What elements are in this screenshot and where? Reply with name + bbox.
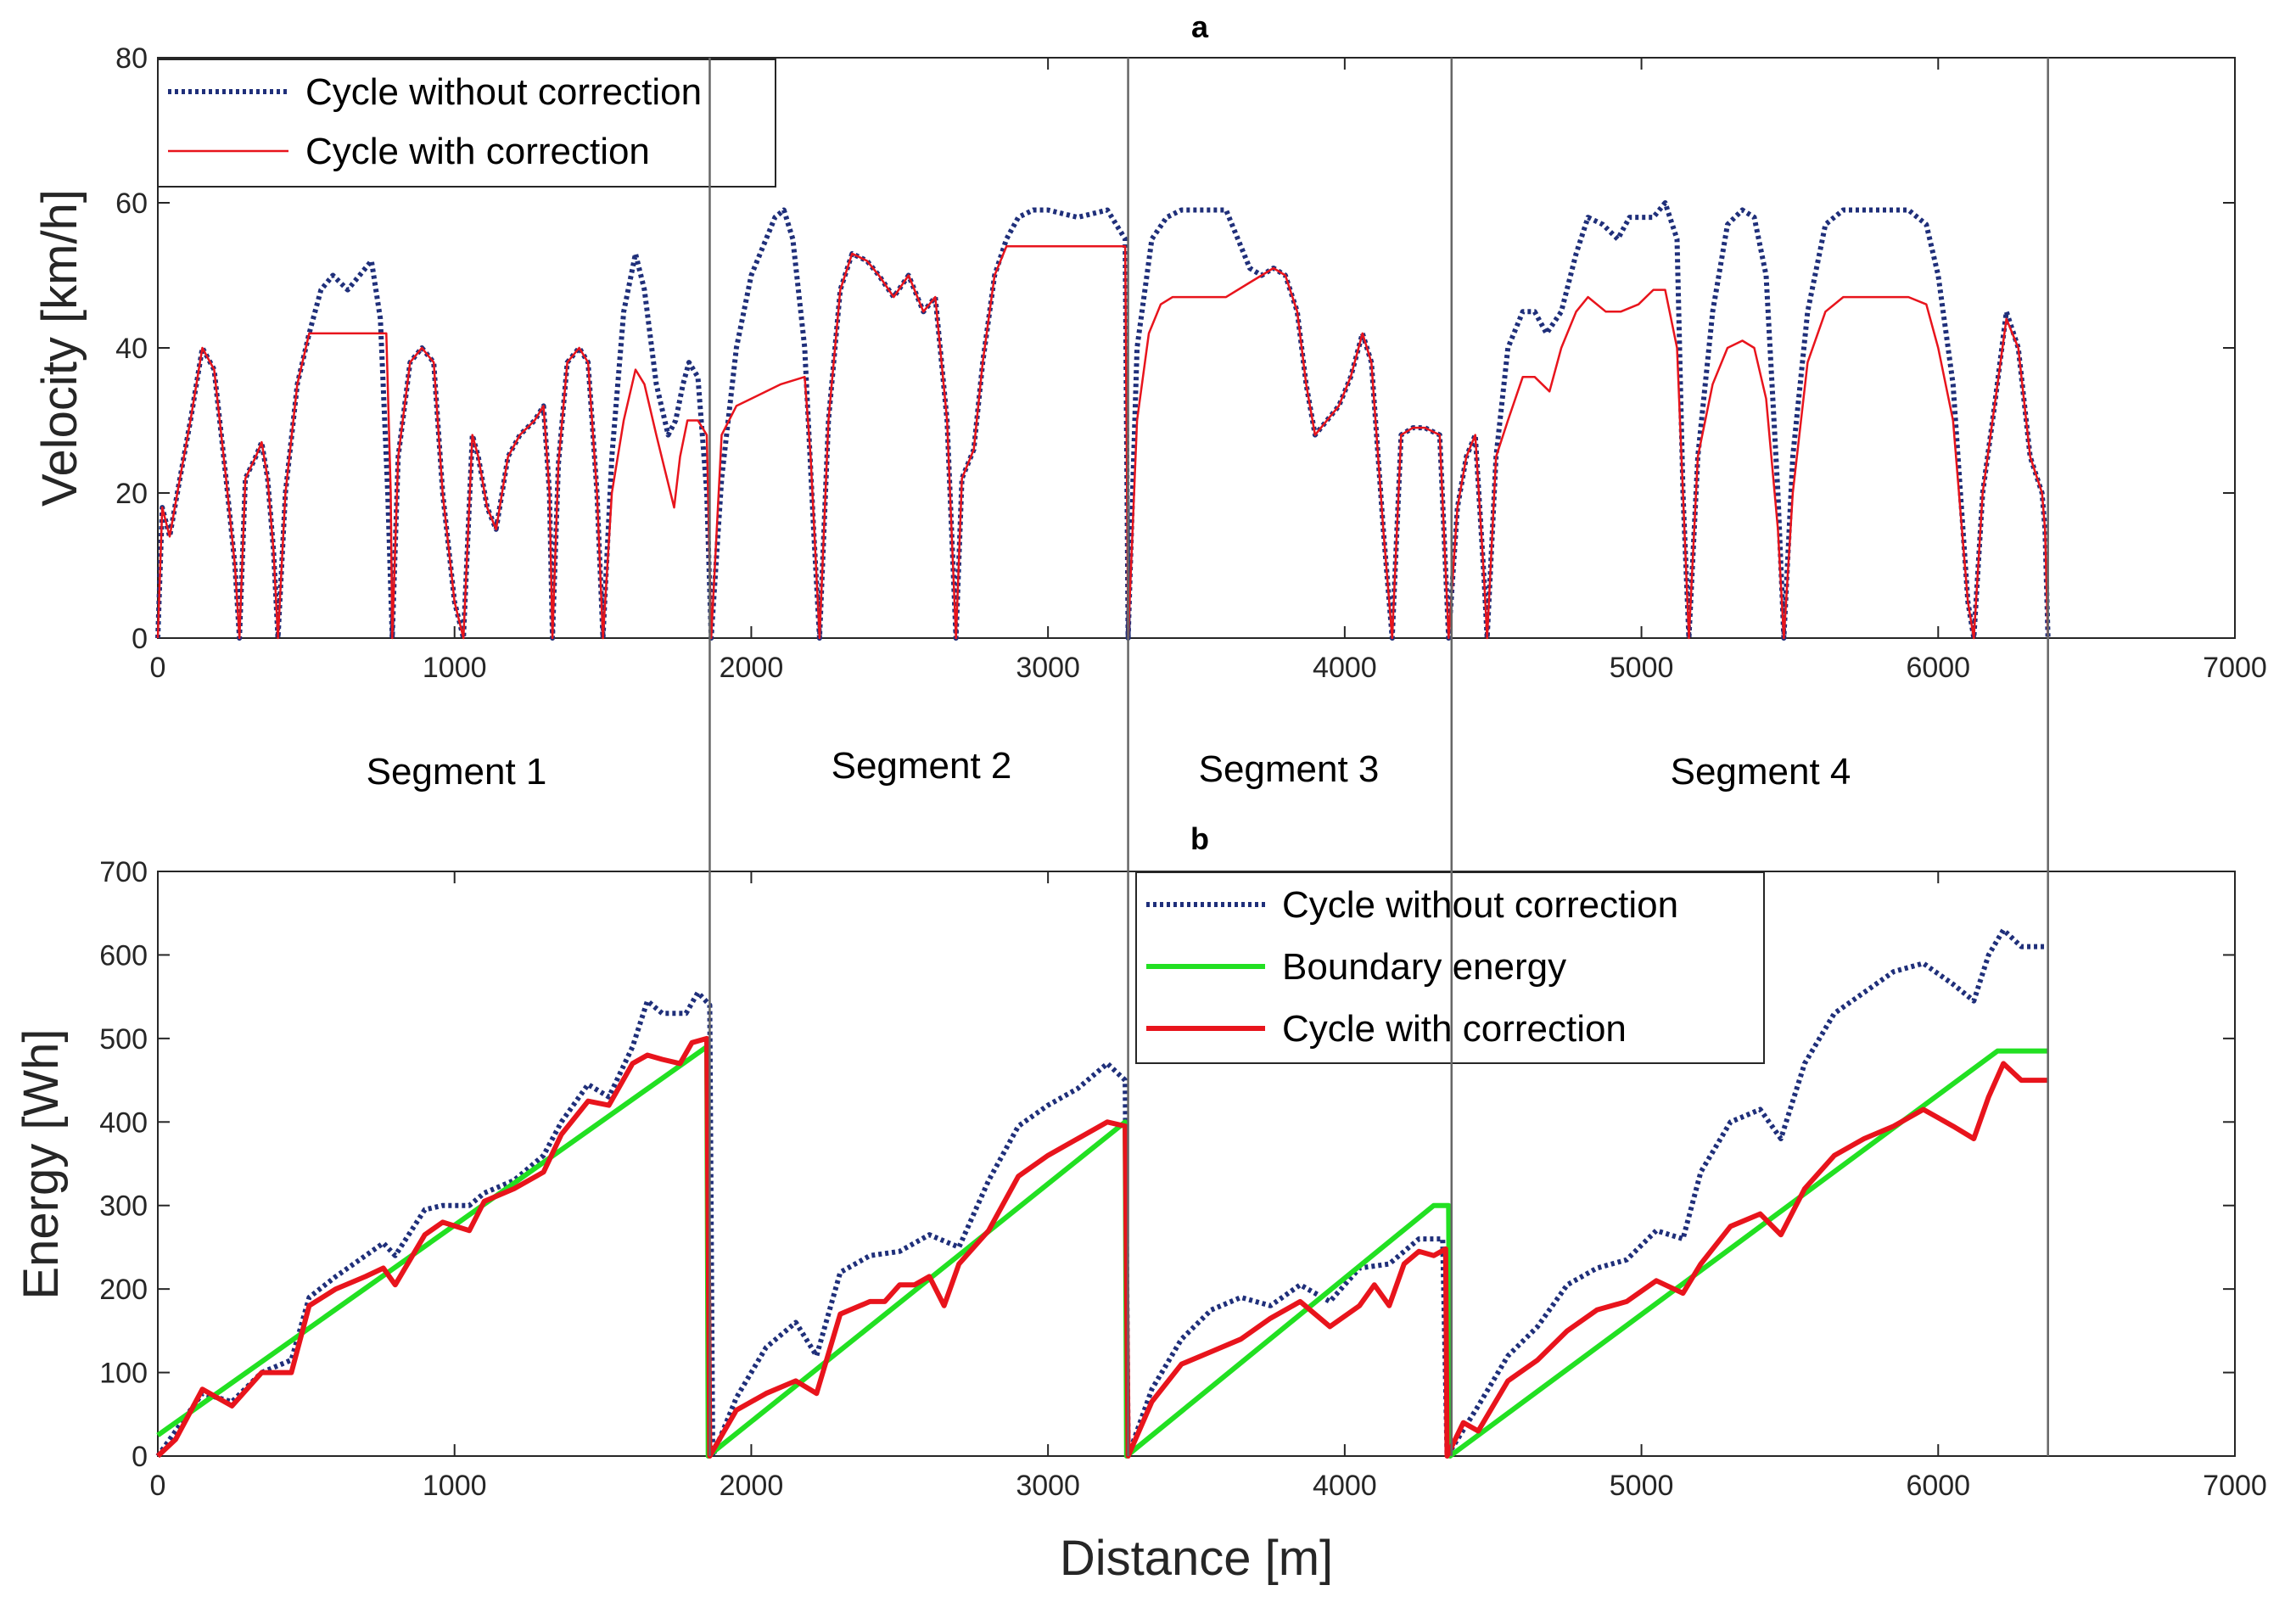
legend-entry-label: Cycle with correction (1282, 1008, 1627, 1050)
y-tick-label: 200 (99, 1274, 148, 1306)
segment-4-label: Segment 4 (1671, 751, 1851, 793)
y-tick-label: 700 (99, 856, 148, 888)
y-tick-label: 60 (115, 188, 148, 220)
y-tick-label: 0 (132, 1441, 148, 1473)
x-tick-label: 3000 (1016, 652, 1080, 684)
x-tick-label: 1000 (423, 652, 487, 684)
y-tick-label: 500 (99, 1023, 148, 1056)
velocity-panel: a Velocity [km/h] 0 1000 2000 3000 4000 5000 6… (32, 9, 2267, 684)
y-tick-label: 600 (99, 939, 148, 972)
distance-x-axis-label: Distance [m] (1060, 1531, 1333, 1586)
y-tick-label: 0 (132, 623, 148, 655)
y-tick-label: 300 (99, 1190, 148, 1223)
x-tick-label: 4000 (1313, 652, 1377, 684)
legend-entry-label: Cycle without correction (305, 71, 702, 113)
y-tick-label: 100 (99, 1358, 148, 1390)
legend-entry-label: Cycle with correction (305, 131, 650, 172)
segment-labels: Segment 1 Segment 2 Segment 3 Segment 4 (367, 745, 1851, 793)
x-tick-label: 6000 (1906, 1470, 1970, 1502)
legend-entry-label: Boundary energy (1282, 946, 1566, 988)
x-tick-label: 2000 (720, 652, 784, 684)
x-tick-label: 6000 (1906, 652, 1970, 684)
y-tick-label: 40 (115, 333, 148, 365)
x-tick-label: 2000 (720, 1470, 784, 1502)
panel-label-b: b (1190, 821, 1209, 856)
x-tick-label: 0 (150, 652, 166, 684)
legend-box (157, 59, 776, 188)
x-tick-label: 4000 (1313, 1470, 1377, 1502)
y-tick-label: 400 (99, 1106, 148, 1139)
y-tick-label: 20 (115, 478, 148, 510)
x-tick-label: 7000 (2203, 652, 2267, 684)
energy-panel: b Energy [Wh] Distance [m] 0 1000 2000 3000… (14, 821, 2267, 1586)
segment-2-label: Segment 2 (832, 745, 1012, 787)
x-tick-label: 5000 (1610, 652, 1674, 684)
series-cycle-with-correction-line (155, 1035, 2048, 1459)
x-tick-label: 7000 (2203, 1470, 2267, 1502)
y-tick-label: 80 (115, 42, 148, 75)
segment-boundaries (708, 58, 2049, 1456)
x-tick-label: 1000 (423, 1470, 487, 1502)
velocity-legend: Cycle without correction Cycle with corre… (157, 59, 776, 188)
series-cycle-with-correction-line (156, 245, 2049, 640)
x-tick-label: 3000 (1016, 1470, 1080, 1502)
x-tick-label: 5000 (1610, 1470, 1674, 1502)
legend-entry-label: Cycle without correction (1282, 884, 1678, 926)
energy-y-axis-label: Energy [Wh] (14, 1028, 69, 1299)
segment-1-label: Segment 1 (367, 751, 547, 793)
velocity-y-axis-label: Velocity [km/h] (32, 189, 87, 507)
segment-3-label: Segment 3 (1199, 748, 1380, 790)
panel-label-a: a (1191, 9, 1209, 44)
series-cycle-without-correction-line (155, 927, 2048, 1459)
x-tick-label: 0 (150, 1470, 166, 1502)
energy-legend: Cycle without correction Boundary energy C… (1135, 871, 1765, 1064)
